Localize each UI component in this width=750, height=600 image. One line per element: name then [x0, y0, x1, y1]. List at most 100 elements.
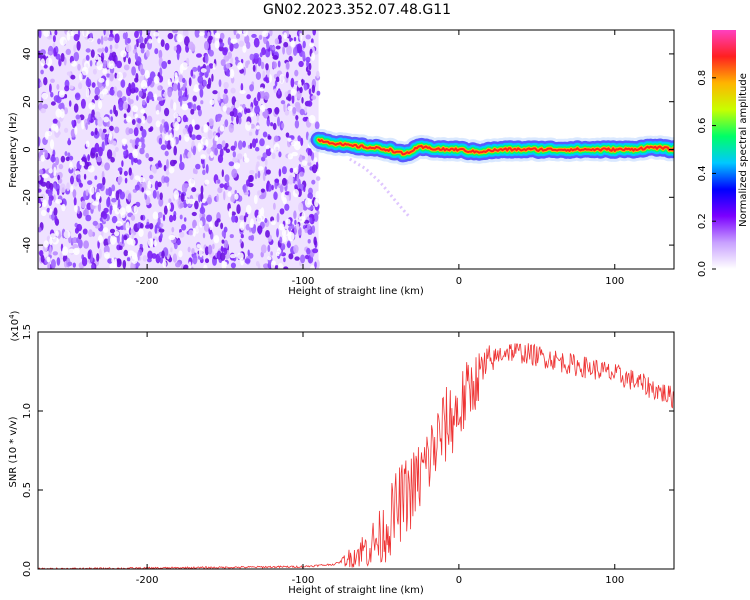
noise-speckle — [296, 173, 300, 183]
spectrogram-x-tick-label: -100 — [292, 276, 315, 287]
noise-gap — [304, 197, 312, 208]
noise-speckle — [111, 215, 118, 224]
noise-speckle — [140, 68, 145, 76]
noise-speckle — [184, 183, 189, 188]
noise-gap — [167, 78, 171, 86]
noise-speckle — [187, 246, 191, 253]
noise-gap — [133, 205, 138, 215]
noise-speckle — [207, 244, 213, 255]
noise-speckle — [186, 57, 190, 66]
noise-speckle — [220, 59, 226, 67]
noise-speckle — [149, 174, 154, 180]
noise-speckle — [40, 69, 44, 75]
noise-gap — [192, 227, 196, 237]
noise-speckle — [89, 60, 93, 67]
noise-speckle — [256, 161, 260, 167]
noise-speckle — [207, 129, 213, 140]
noise-speckle — [198, 84, 202, 90]
noise-speckle — [300, 137, 304, 146]
noise-speckle — [109, 125, 114, 131]
noise-speckle — [273, 191, 278, 200]
noise-speckle — [103, 36, 108, 42]
noise-gap — [73, 205, 78, 213]
noise-speckle — [122, 101, 129, 111]
noise-speckle — [45, 180, 51, 190]
noise-gap — [164, 134, 170, 142]
noise-gap — [113, 30, 119, 34]
noise-speckle — [136, 159, 142, 165]
noise-gap — [245, 121, 252, 131]
noise-speckle — [194, 169, 198, 175]
noise-speckle — [178, 74, 184, 83]
spectrogram-y-tick-label: 40 — [22, 48, 33, 61]
noise-speckle — [191, 187, 197, 193]
noise-speckle — [216, 113, 223, 119]
noise-speckle — [124, 177, 128, 184]
noise-speckle — [76, 40, 81, 51]
noise-speckle — [72, 262, 77, 268]
noise-speckle — [266, 118, 271, 127]
noise-speckle — [269, 30, 273, 37]
noise-speckle — [177, 82, 181, 91]
noise-gap — [198, 31, 205, 37]
noise-gap — [168, 234, 176, 241]
noise-speckle — [263, 91, 270, 101]
noise-speckle — [195, 134, 202, 140]
noise-gap — [55, 230, 59, 237]
noise-gap — [243, 30, 248, 37]
noise-speckle — [147, 250, 153, 260]
noise-speckle — [305, 66, 309, 72]
noise-gap — [46, 256, 51, 263]
noise-speckle — [293, 210, 297, 220]
noise-speckle — [179, 97, 183, 107]
noise-gap — [178, 250, 183, 258]
noise-gap — [314, 198, 319, 208]
noise-gap — [181, 103, 189, 111]
noise-speckle — [123, 64, 130, 71]
noise-speckle — [296, 43, 303, 54]
noise-speckle — [223, 226, 228, 233]
noise-gap — [205, 138, 209, 148]
noise-speckle — [147, 80, 151, 87]
noise-gap — [115, 220, 123, 227]
noise-speckle — [76, 237, 79, 244]
snr-y-ticks: 0.0 0.5 1.0 1.5 — [22, 324, 674, 577]
noise-gap — [111, 191, 115, 198]
noise-speckle — [309, 217, 313, 224]
noise-gap — [214, 135, 219, 142]
noise-speckle — [127, 193, 132, 202]
noise-speckle — [316, 210, 320, 215]
noise-speckle — [54, 30, 58, 36]
noise-speckle — [97, 48, 103, 53]
noise-speckle — [124, 36, 128, 46]
noise-speckle — [277, 89, 281, 95]
noise-speckle — [287, 89, 292, 95]
noise-speckle — [220, 222, 224, 230]
noise-gap — [79, 73, 83, 81]
noise-gap — [245, 204, 252, 215]
colorbar-label: Normalized spectral amplitude — [738, 73, 749, 227]
noise-speckle — [163, 164, 167, 172]
colorbar-tick-label: 0.0 — [697, 261, 708, 277]
noise-speckle — [60, 52, 65, 62]
noise-gap — [221, 261, 228, 267]
noise-speckle — [247, 249, 250, 257]
noise-speckle — [94, 86, 101, 96]
noise-speckle — [192, 66, 198, 72]
noise-speckle — [256, 113, 260, 122]
noise-speckle — [53, 194, 56, 203]
signal-trace — [307, 128, 674, 218]
noise-speckle — [274, 38, 280, 45]
noise-speckle — [98, 146, 103, 157]
colorbar-tick-label: 0.2 — [697, 213, 708, 229]
noise-speckle — [247, 189, 251, 197]
noise-speckle — [141, 129, 147, 138]
noise-speckle — [194, 124, 200, 130]
noise-speckle — [270, 122, 274, 127]
noise-speckle — [217, 91, 221, 101]
noise-speckle — [311, 179, 316, 185]
noise-speckle — [107, 36, 114, 42]
noise-speckle — [257, 263, 261, 269]
noise-speckle — [182, 83, 186, 92]
noise-speckle — [231, 215, 236, 223]
